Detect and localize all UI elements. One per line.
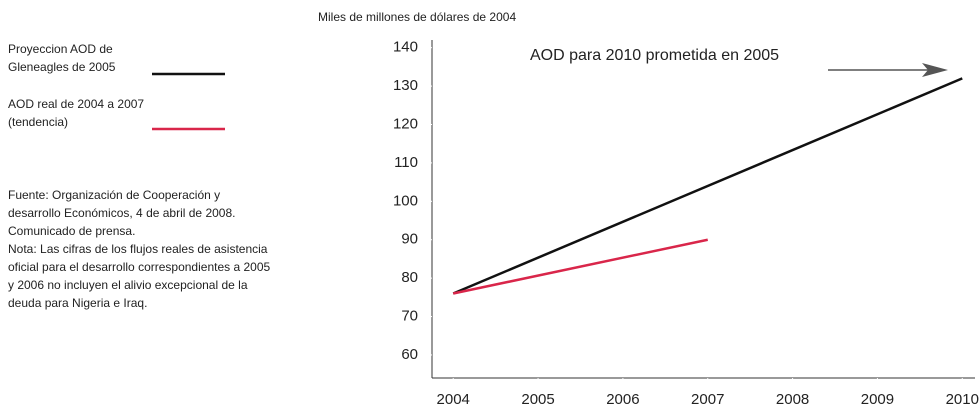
x-tick-label: 2009 [861, 391, 894, 408]
y-tick-label: 60 [401, 346, 418, 363]
series-line [452, 77, 963, 295]
x-tick-label: 2007 [691, 391, 724, 408]
y-tick-label: 130 [393, 77, 418, 94]
legend-label: AOD real de 2004 a 2007 (tendencia) [8, 97, 145, 129]
y-axis-label: Miles de millones de dólares de 2004 [318, 10, 516, 24]
x-tick-label: 2004 [437, 391, 470, 408]
note: Nota: Las cifras de los flujos reales de… [8, 242, 271, 310]
y-tick-label: 80 [401, 269, 418, 286]
x-tick-label: 2008 [776, 391, 809, 408]
x-tick-label: 2005 [521, 391, 554, 408]
x-tick-label: 2010 [946, 391, 979, 408]
y-tick-label: 100 [393, 192, 418, 209]
x-tick-label: 2006 [606, 391, 639, 408]
y-tick-label: 90 [401, 231, 418, 248]
source: Fuente: Organización de Cooperación y de… [8, 188, 236, 238]
y-tick-label: 140 [393, 39, 418, 56]
arrow-head [922, 63, 948, 77]
y-tick-label: 70 [401, 308, 418, 325]
y-tick-label: 120 [393, 115, 418, 132]
y-tick-label: 110 [394, 154, 418, 171]
series-line [452, 238, 709, 295]
legend-label: Proyeccion AOD de Gleneagles de 2005 [8, 42, 116, 74]
annotation: AOD para 2010 prometida en 2005 [530, 47, 779, 64]
